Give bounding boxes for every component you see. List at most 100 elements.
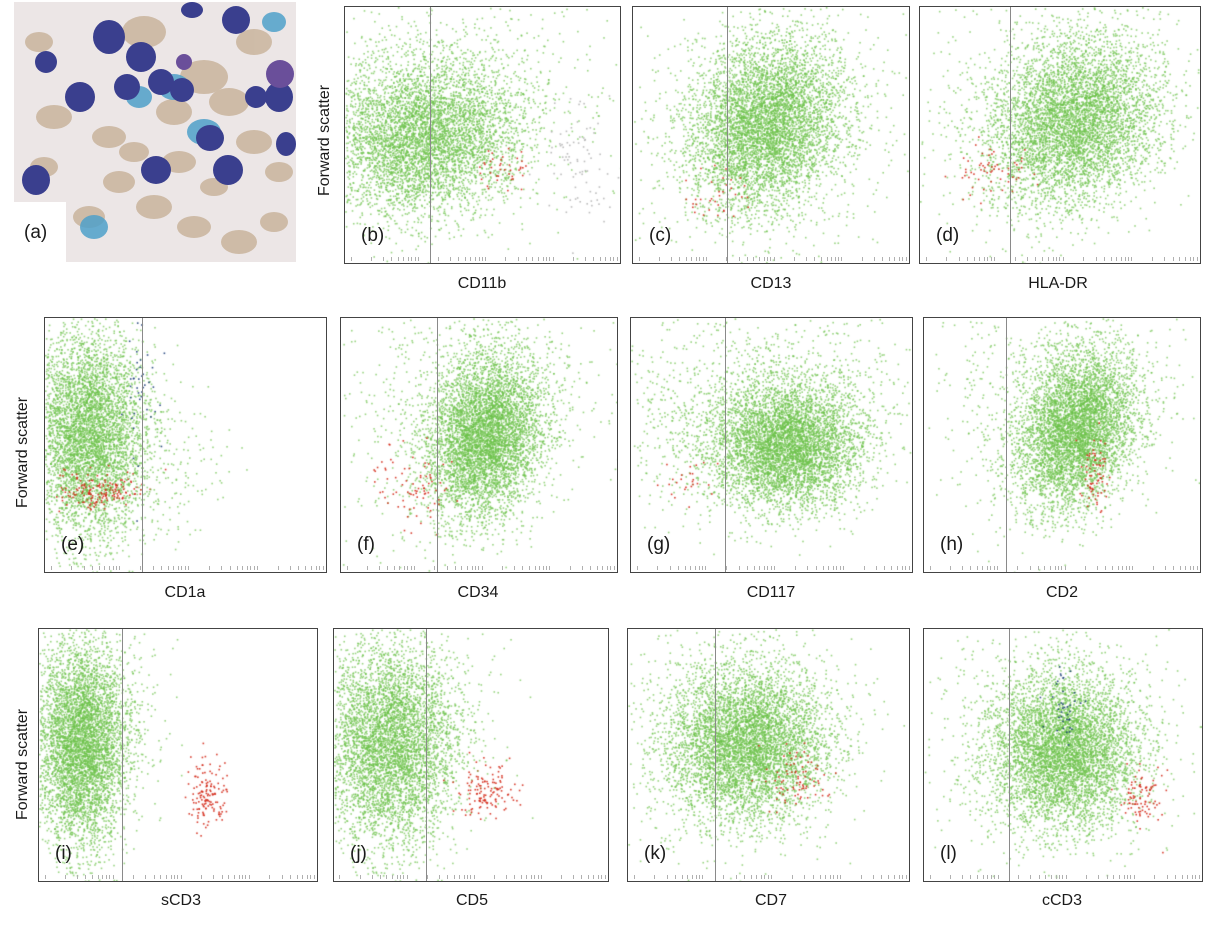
x-tick — [403, 566, 405, 570]
x-tick — [881, 875, 883, 879]
x-tick — [366, 566, 368, 570]
x-tick — [1193, 257, 1195, 261]
x-tick — [861, 257, 863, 261]
scatter-plot-cd11b: (b) — [344, 6, 621, 264]
x-tick — [763, 566, 765, 570]
x-tick — [397, 257, 399, 261]
x-tick — [104, 566, 106, 570]
x-tick — [322, 566, 324, 570]
x-tick — [1117, 566, 1119, 570]
scatter-points — [341, 318, 617, 572]
x-tick — [1097, 566, 1099, 570]
x-tick — [896, 566, 898, 570]
x-tick — [695, 257, 697, 261]
x-tick — [153, 875, 155, 879]
x-tick — [537, 257, 539, 261]
x-tick — [1164, 566, 1166, 570]
scatter-points — [345, 7, 620, 263]
x-tick — [1110, 257, 1112, 261]
x-tick — [604, 875, 606, 879]
x-tick — [1064, 566, 1066, 570]
scatter-plot-cd34: (f) — [340, 317, 618, 573]
x-tick — [901, 566, 903, 570]
x-axis-ticks — [924, 875, 1202, 879]
x-tick — [832, 566, 834, 570]
x-tick — [213, 875, 215, 879]
micrograph-panel-a: (a) — [14, 2, 296, 262]
x-tick — [677, 566, 679, 570]
x-tick — [399, 875, 401, 879]
x-tick — [170, 875, 172, 879]
x-tick — [1062, 875, 1064, 879]
scatter-points — [633, 7, 909, 263]
x-tick — [478, 257, 480, 261]
x-tick — [1055, 875, 1057, 879]
x-tick — [426, 875, 428, 879]
x-tick — [339, 875, 341, 879]
x-tick — [888, 257, 890, 261]
x-tick — [691, 257, 693, 261]
x-tick — [1181, 875, 1183, 879]
x-tick — [893, 875, 895, 879]
x-tick — [794, 257, 796, 261]
x-tick — [177, 875, 179, 879]
panel-label: (d) — [936, 225, 960, 246]
x-tick — [970, 875, 972, 879]
gate-line — [725, 318, 726, 572]
x-axis-ticks — [633, 257, 909, 261]
micrograph-image — [14, 2, 296, 262]
x-tick — [891, 566, 893, 570]
x-tick — [695, 566, 697, 570]
x-tick — [1086, 875, 1088, 879]
x-tick — [669, 566, 671, 570]
x-tick — [561, 875, 562, 879]
x-tick — [738, 257, 740, 261]
gate-line — [142, 318, 143, 572]
x-tick — [542, 566, 544, 570]
x-tick — [771, 875, 773, 879]
x-tick — [753, 566, 755, 570]
x-tick — [177, 566, 179, 570]
x-tick — [908, 566, 910, 570]
x-tick — [1122, 566, 1124, 570]
x-tick — [633, 875, 635, 879]
x-tick — [1065, 875, 1067, 879]
x-tick — [105, 875, 107, 879]
panel-label: (b) — [361, 225, 385, 246]
x-axis-label: CD13 — [750, 275, 792, 292]
x-tick — [596, 566, 598, 570]
panel-label: (k) — [644, 843, 667, 864]
x-tick — [208, 566, 210, 570]
x-tick — [390, 257, 392, 261]
x-tick — [505, 257, 507, 261]
x-tick — [1121, 257, 1123, 261]
x-tick — [894, 257, 896, 261]
x-tick — [684, 566, 686, 570]
x-tick — [759, 566, 761, 570]
x-tick — [836, 566, 838, 570]
x-tick — [313, 875, 315, 879]
x-tick — [1035, 257, 1037, 261]
x-tick — [403, 875, 405, 879]
x-tick — [248, 875, 250, 879]
x-axis-label: CD7 — [754, 892, 787, 909]
panel-label: (e) — [61, 534, 85, 555]
x-tick — [290, 566, 292, 570]
x-tick — [760, 875, 762, 879]
x-tick — [966, 257, 968, 261]
x-tick — [834, 257, 836, 261]
x-tick — [946, 257, 948, 261]
x-tick — [702, 257, 704, 261]
x-tick — [1125, 566, 1127, 570]
x-tick — [764, 875, 766, 879]
x-tick — [977, 875, 979, 879]
panel-label: (c) — [649, 225, 672, 246]
scatter-plot-ccd3: (l) — [923, 628, 1203, 882]
x-tick — [310, 875, 312, 879]
gate-line — [430, 7, 431, 263]
x-tick — [572, 257, 574, 261]
x-tick — [391, 875, 393, 879]
x-tick — [997, 566, 999, 570]
x-tick — [905, 566, 907, 570]
x-tick — [50, 566, 52, 570]
